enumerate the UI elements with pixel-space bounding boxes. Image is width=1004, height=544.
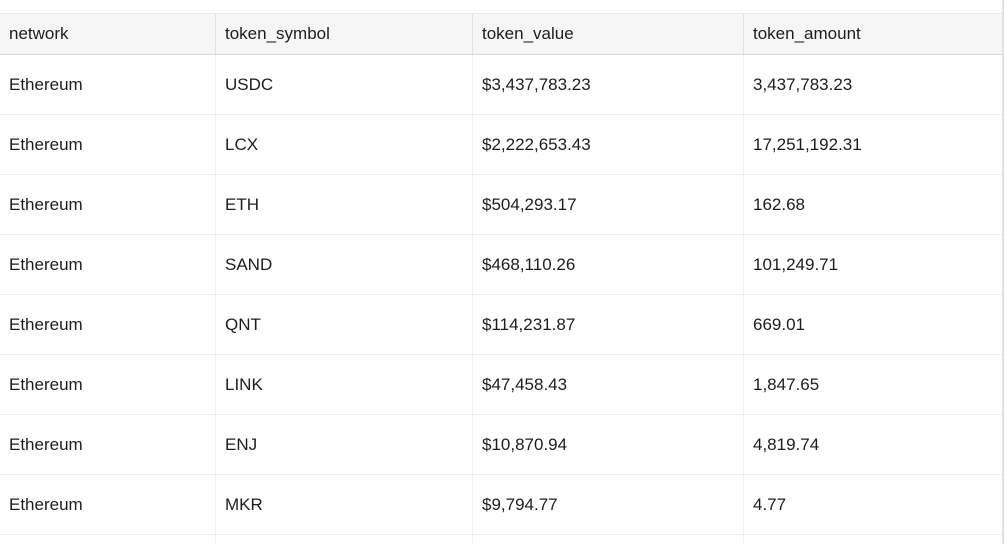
table-row: Ethereum ENJ $10,870.94 4,819.74 — [0, 415, 1004, 475]
cell-token-amount[interactable]: 17,251,192.31 — [743, 115, 1004, 174]
cell-token-amount[interactable]: 1,847.65 — [743, 355, 1004, 414]
cell-token-symbol[interactable]: MKR — [215, 475, 472, 534]
table-row: Ethereum SAND $468,110.26 101,249.71 — [0, 235, 1004, 295]
table-row: Ethereum MKR $9,794.77 4.77 — [0, 475, 1004, 535]
table-right-border — [1002, 0, 1004, 544]
cell-token-amount[interactable]: 3,437,783.23 — [743, 55, 1004, 114]
cell-token-amount[interactable]: 669.01 — [743, 295, 1004, 354]
cell-token-value[interactable]: $10,870.94 — [472, 415, 743, 474]
cell-token-symbol[interactable]: SAND — [215, 235, 472, 294]
cell-token-amount[interactable]: 162.68 — [743, 175, 1004, 234]
cell-token-value[interactable]: $468,110.26 — [472, 235, 743, 294]
table-row: Ethereum LCX $2,222,653.43 17,251,192.31 — [0, 115, 1004, 175]
cell-token-symbol[interactable]: ETH — [215, 175, 472, 234]
column-header-token-symbol[interactable]: token_symbol — [215, 14, 472, 54]
cell-network[interactable]: Ethereum — [9, 74, 83, 94]
cell-network[interactable] — [0, 535, 215, 544]
cell-token-value[interactable]: $114,231.87 — [472, 295, 743, 354]
cell-network[interactable]: Ethereum — [9, 494, 83, 514]
cell-token-symbol[interactable]: USDC — [215, 55, 472, 114]
cell-token-symbol[interactable]: QNT — [215, 295, 472, 354]
table-row: Ethereum USDC $3,437,783.23 3,437,783.23 — [0, 55, 1004, 115]
cell-token-value[interactable]: $47,458.43 — [472, 355, 743, 414]
cell-network[interactable]: Ethereum — [9, 374, 83, 394]
cell-token-value[interactable]: $504,293.17 — [472, 175, 743, 234]
cell-network[interactable]: Ethereum — [9, 314, 83, 334]
cell-token-amount[interactable] — [743, 535, 1004, 544]
table-row-partial — [0, 535, 1004, 544]
cell-token-symbol[interactable]: ENJ — [215, 415, 472, 474]
column-header-token-value[interactable]: token_value — [472, 14, 743, 54]
column-header-network[interactable]: network — [9, 24, 69, 43]
cell-token-amount[interactable]: 101,249.71 — [743, 235, 1004, 294]
cell-network[interactable]: Ethereum — [9, 134, 83, 154]
table-top-margin — [0, 0, 1004, 13]
table-row: Ethereum QNT $114,231.87 669.01 — [0, 295, 1004, 355]
cell-network[interactable]: Ethereum — [9, 194, 83, 214]
cell-token-value[interactable] — [472, 535, 743, 544]
column-header-token-amount[interactable]: token_amount — [743, 14, 1004, 54]
cell-network[interactable]: Ethereum — [9, 434, 83, 454]
cell-token-symbol[interactable]: LINK — [215, 355, 472, 414]
cell-token-amount[interactable]: 4,819.74 — [743, 415, 1004, 474]
cell-token-symbol[interactable] — [215, 535, 472, 544]
cell-token-value[interactable]: $9,794.77 — [472, 475, 743, 534]
cell-token-value[interactable]: $3,437,783.23 — [472, 55, 743, 114]
table-row: Ethereum ETH $504,293.17 162.68 — [0, 175, 1004, 235]
table-row: Ethereum LINK $47,458.43 1,847.65 — [0, 355, 1004, 415]
cell-network[interactable]: Ethereum — [9, 254, 83, 274]
cell-token-value[interactable]: $2,222,653.43 — [472, 115, 743, 174]
table-header-row: network token_symbol token_value token_a… — [0, 13, 1004, 55]
cell-token-symbol[interactable]: LCX — [215, 115, 472, 174]
cell-token-amount[interactable]: 4.77 — [743, 475, 1004, 534]
